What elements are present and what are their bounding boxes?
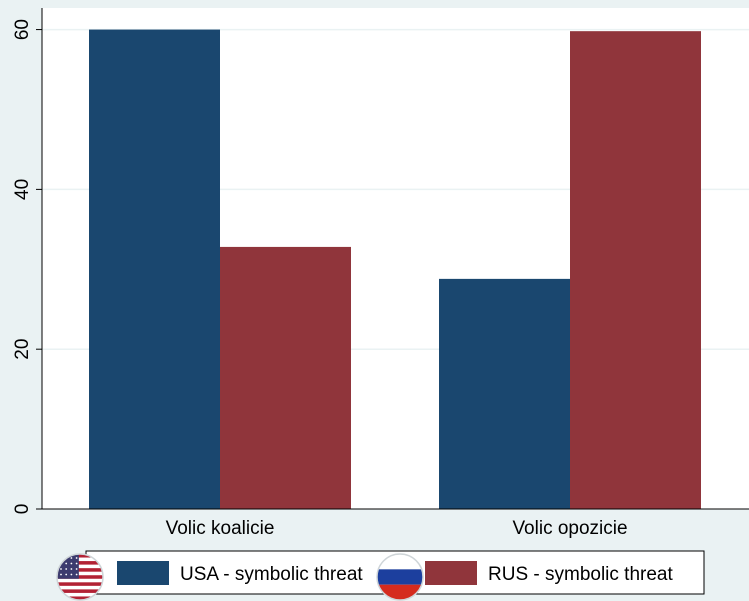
x-axis-categories: Volic koalicie Volic opozicie (166, 518, 628, 539)
bar-usa-koalicie (89, 29, 220, 510)
legend-label-usa: USA - symbolic threat (180, 564, 363, 585)
y-tick-label: 40 (12, 179, 33, 200)
legend: USA - symbolic threat RUS - symbolic thre… (56, 550, 705, 601)
y-axis-ticks: 0 20 40 60 (12, 19, 42, 514)
y-tick-label: 0 (12, 504, 33, 515)
legend-label-rus: RUS - symbolic threat (488, 564, 673, 585)
bars-group (89, 29, 701, 510)
flag-ring (56, 553, 104, 601)
x-category-label: Volic koalicie (166, 518, 275, 539)
y-tick-label: 60 (12, 19, 33, 40)
legend-swatch-rus (425, 561, 477, 585)
bar-rus-opozicie (570, 31, 701, 510)
legend-swatch-usa (117, 561, 169, 585)
bar-rus-koalicie (220, 246, 351, 509)
usa-flag-icon (57, 554, 103, 600)
y-tick-label: 20 (12, 339, 33, 360)
x-category-label: Volic opozicie (512, 518, 627, 539)
bar-usa-opozicie (439, 278, 570, 509)
flag-ring (376, 553, 424, 601)
